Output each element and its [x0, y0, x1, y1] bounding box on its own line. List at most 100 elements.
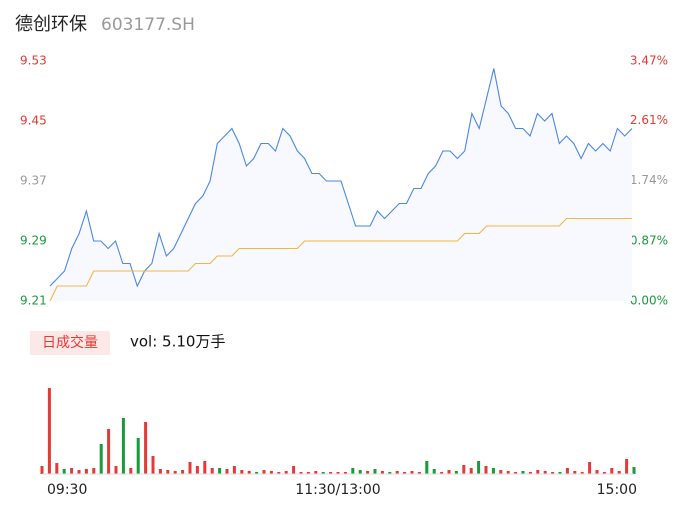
volume-bar — [329, 472, 333, 474]
volume-bar — [595, 470, 599, 474]
volume-bar — [477, 461, 481, 474]
volume-bar — [506, 471, 510, 474]
volume-bar — [144, 422, 148, 474]
volume-bar — [121, 418, 125, 474]
volume-bar — [247, 471, 251, 474]
volume-badge-label: 日成交量 — [42, 334, 98, 351]
y2-tick-label: 0.87% — [630, 233, 668, 247]
volume-bar — [99, 444, 103, 474]
y2-tick-label: 0.00% — [630, 294, 668, 308]
volume-bar — [417, 472, 421, 474]
y2-tick-label: 3.47% — [630, 54, 668, 68]
volume-bar — [284, 471, 288, 474]
y2-tick-label: 1.74% — [630, 173, 668, 187]
volume-bar — [166, 470, 170, 474]
volume-bar — [70, 468, 74, 474]
volume-bar — [551, 472, 555, 474]
volume-bar — [491, 468, 495, 474]
volume-bar — [262, 470, 266, 474]
volume-bar — [514, 472, 518, 474]
volume-bar — [47, 388, 51, 474]
volume-bar — [580, 472, 584, 474]
y-tick-label: 9.45 — [20, 114, 47, 128]
volume-bar — [358, 470, 362, 474]
volume-bar — [188, 462, 192, 474]
volume-bar — [484, 466, 488, 474]
volume-bar — [136, 438, 140, 474]
volume-bar — [173, 471, 177, 474]
volume-bar — [129, 468, 133, 474]
volume-bar — [588, 462, 592, 474]
volume-bar — [454, 471, 458, 474]
volume-bar — [84, 469, 88, 474]
y-tick-label: 9.37 — [20, 174, 47, 188]
volume-bar — [395, 471, 399, 474]
volume-bar — [321, 472, 325, 474]
volume-bar — [314, 471, 318, 474]
volume-bar — [92, 468, 96, 474]
x-tick-label: 09:30 — [47, 482, 87, 498]
volume-bar — [380, 471, 384, 474]
volume-bar — [388, 472, 392, 474]
volume-bar — [528, 472, 532, 474]
volume-bar — [232, 466, 236, 474]
y-tick-label: 9.21 — [20, 294, 47, 308]
volume-bar — [277, 472, 281, 474]
volume-bar — [543, 471, 547, 474]
volume-bar — [366, 471, 370, 474]
volume-bar — [469, 468, 473, 474]
stock-code: 603177.SH — [101, 15, 195, 35]
volume-bar — [521, 471, 525, 474]
volume-bar — [306, 472, 310, 474]
volume-bar — [55, 463, 59, 474]
volume-bar — [573, 471, 577, 474]
volume-bar — [565, 468, 569, 474]
volume-bar — [158, 469, 162, 474]
volume-bar — [432, 469, 436, 474]
volume-bar — [292, 466, 296, 474]
y2-tick-label: 2.61% — [630, 113, 668, 127]
volume-bar — [114, 466, 118, 474]
volume-bar — [610, 468, 614, 474]
y-tick-label: 9.29 — [20, 234, 47, 248]
volume-bar — [625, 459, 629, 474]
volume-bar — [440, 472, 444, 474]
volume-bar — [299, 472, 303, 474]
volume-bar — [447, 470, 451, 474]
volume-bar — [62, 469, 66, 474]
stock-name: 德创环保 — [15, 14, 87, 35]
volume-bar — [255, 472, 259, 474]
volume-bar — [351, 468, 355, 474]
average-line — [49, 217, 632, 302]
volume-bar — [425, 461, 429, 474]
volume-bar — [373, 469, 377, 474]
volume-bar — [558, 472, 562, 474]
volume-bar — [77, 470, 81, 474]
volume-bar — [218, 468, 222, 474]
volume-bar — [632, 467, 636, 474]
volume-total: vol: 5.10万手 — [130, 333, 225, 351]
x-tick-label: 11:30/13:00 — [295, 482, 380, 498]
price-line — [49, 68, 633, 288]
volume-bar — [40, 466, 44, 474]
volume-bar — [617, 471, 621, 474]
volume-bar — [225, 469, 229, 474]
price-area — [50, 68, 632, 301]
x-tick-label: 15:00 — [597, 482, 637, 498]
volume-bar — [240, 470, 244, 474]
volume-bar — [195, 466, 199, 474]
volume-bar — [602, 472, 606, 474]
volume-bar — [499, 470, 503, 474]
volume-bar — [462, 465, 466, 474]
volume-bar — [410, 471, 414, 474]
volume-bar — [403, 472, 407, 474]
volume-bar — [336, 472, 340, 474]
volume-bar — [269, 471, 273, 474]
volume-bar — [181, 470, 185, 474]
volume-bar — [107, 429, 111, 474]
volume-badge — [30, 331, 110, 355]
volume-bar — [210, 468, 214, 474]
volume-bar — [151, 456, 155, 474]
volume-bar — [536, 470, 540, 474]
